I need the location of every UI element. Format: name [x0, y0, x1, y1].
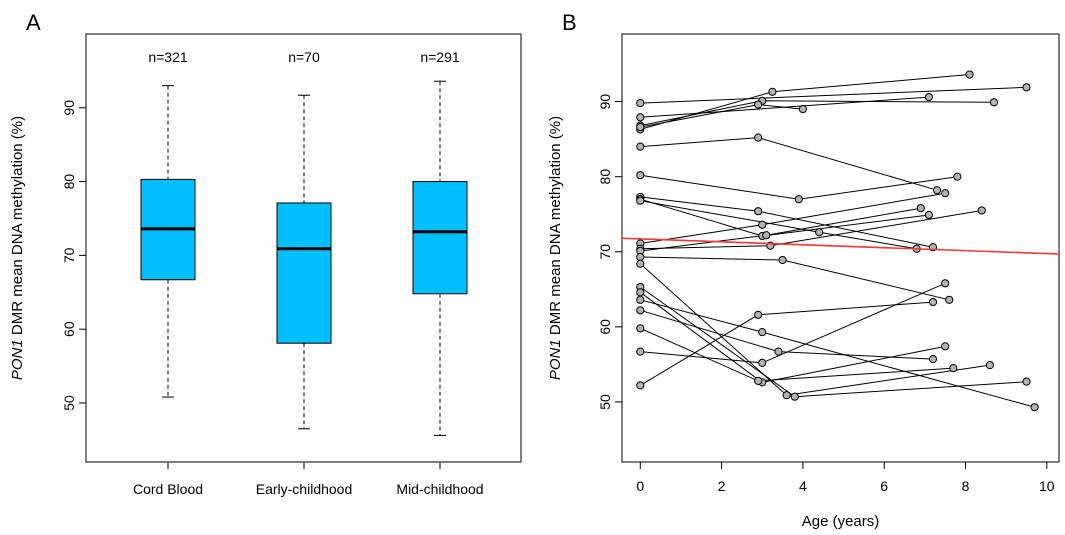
subject-line [640, 256, 950, 301]
n-label: n=291 [420, 49, 460, 65]
data-point [774, 347, 783, 356]
data-point [636, 295, 645, 304]
x-tick-label-b: 6 [880, 478, 888, 494]
y-axis-title-italic: PON1 [9, 339, 26, 380]
data-point [941, 342, 950, 351]
data-point [758, 220, 767, 229]
data-point [636, 196, 645, 205]
data-point [636, 113, 645, 122]
y-tick-label-b: 70 [597, 244, 613, 260]
y-tick-label-b: 90 [597, 94, 613, 110]
data-point [953, 172, 962, 181]
regression-line [621, 237, 1060, 255]
y-axis-title-b: PON1 DMR mean DNA methylation (%) [547, 116, 564, 380]
x-tick-label-a: Early-childhood [256, 481, 353, 497]
data-point [636, 98, 645, 108]
subject-line [639, 263, 990, 396]
data-point [989, 98, 999, 107]
plot-frame-b [621, 33, 1060, 463]
data-point [636, 381, 645, 390]
data-point [758, 358, 767, 367]
y-axis-title-rest: DMR mean DNA methylation (%) [9, 116, 26, 339]
subject-line [640, 200, 917, 250]
x-axis-title-b: Age (years) [802, 513, 880, 530]
data-point [941, 189, 950, 198]
data-point [754, 207, 763, 216]
n-label: n=321 [148, 49, 188, 65]
data-point [754, 310, 763, 319]
x-tick-label-b: 0 [636, 478, 644, 494]
data-point [932, 186, 942, 195]
data-point [815, 228, 824, 237]
y-axis-title-italic: PON1 [547, 339, 564, 380]
data-point [965, 70, 974, 79]
data-point [924, 210, 934, 220]
y-axis-title-rest: DMR mean DNA methylation (%) [547, 116, 564, 339]
data-point [754, 376, 763, 386]
panel-letter-a: A [26, 10, 41, 35]
n-label: n=70 [288, 49, 320, 65]
data-point [949, 364, 958, 373]
subject-line [640, 196, 934, 248]
y-tick-label-a: 80 [61, 174, 77, 190]
data-point [941, 279, 950, 288]
data-point [1022, 83, 1031, 92]
data-point [636, 288, 645, 297]
x-tick-label-a: Mid-childhood [396, 481, 483, 497]
y-tick-label-a: 50 [61, 395, 77, 411]
data-point [758, 327, 767, 337]
data-point [636, 171, 645, 180]
data-point [636, 259, 645, 268]
subject-line [640, 282, 946, 364]
subject-line [640, 286, 1027, 398]
x-tick-label-b: 2 [718, 478, 726, 494]
panel-letter-b: B [562, 10, 577, 35]
subject-line [640, 291, 946, 383]
y-tick-label-b: 80 [597, 169, 613, 185]
x-tick-label-a: Cord Blood [133, 481, 203, 497]
y-tick-label-a: 90 [61, 100, 77, 116]
data-point [636, 306, 645, 315]
data-point [794, 195, 803, 204]
y-tick-label-a: 60 [61, 321, 77, 337]
subject-line [640, 301, 934, 386]
data-point [985, 361, 994, 370]
data-point [924, 92, 934, 102]
x-tick-label-b: 10 [1039, 478, 1055, 494]
y-axis-title-a: PON1 DMR mean DNA methylation (%) [9, 116, 26, 380]
data-point [762, 231, 771, 240]
x-tick-label-b: 4 [799, 478, 807, 494]
data-point [636, 324, 645, 333]
y-tick-label-b: 50 [597, 394, 613, 410]
box [412, 181, 468, 295]
data-point [1022, 377, 1031, 386]
subject-line [640, 327, 954, 382]
data-point [636, 142, 645, 151]
data-point [977, 206, 986, 215]
data-point [636, 347, 645, 356]
data-point [916, 204, 925, 213]
data-point [778, 255, 787, 265]
data-point [782, 391, 791, 400]
x-tick-label-b: 8 [962, 478, 970, 494]
data-point [754, 133, 763, 142]
data-point [790, 392, 799, 401]
data-point [754, 100, 763, 109]
data-point [636, 252, 645, 262]
data-point [928, 297, 938, 307]
y-tick-label-b: 60 [597, 319, 613, 335]
subject-line [640, 198, 929, 237]
y-tick-label-a: 70 [61, 247, 77, 263]
subject-line [640, 299, 1035, 408]
box [276, 202, 332, 344]
data-point [798, 104, 807, 114]
subject-line [640, 86, 1027, 104]
data-point [636, 123, 645, 132]
data-point [945, 295, 954, 304]
data-point [928, 355, 938, 364]
data-point [1030, 403, 1039, 412]
data-point [768, 87, 777, 96]
